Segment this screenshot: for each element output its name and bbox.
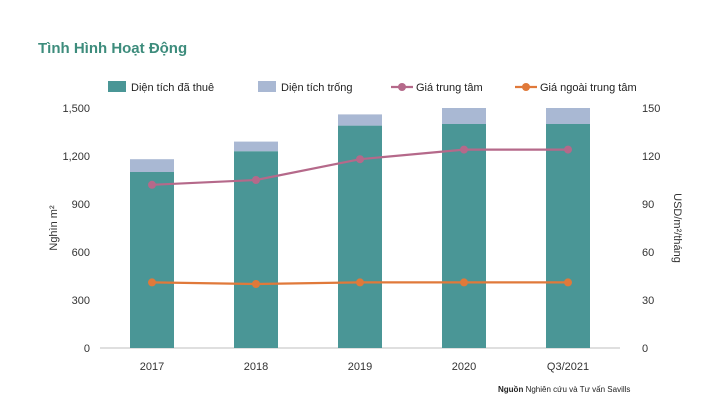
legend-label: Diện tích trống bbox=[281, 82, 353, 94]
bar-vacant-area bbox=[546, 108, 590, 124]
source-label: Nguồn bbox=[498, 385, 524, 394]
y-left-tick-label: 300 bbox=[72, 295, 90, 307]
x-tick-label: 2019 bbox=[348, 361, 372, 373]
point-non-cbd-price bbox=[564, 278, 572, 287]
y-right-tick-label: 90 bbox=[642, 199, 654, 211]
y-left-tick-label: 900 bbox=[72, 199, 90, 211]
y-right-tick-label: 30 bbox=[642, 295, 654, 307]
y-left-tick-label: 1,200 bbox=[62, 151, 90, 163]
y-right-tick-label: 120 bbox=[642, 151, 660, 163]
point-cbd-price bbox=[356, 155, 364, 164]
x-tick-label: Q3/2021 bbox=[547, 361, 589, 373]
legend-label: Diện tích đã thuê bbox=[131, 82, 214, 94]
point-non-cbd-price bbox=[252, 280, 260, 288]
x-tick-label: 2017 bbox=[140, 361, 164, 373]
chart-title: Tình Hình Hoạt Động bbox=[38, 40, 188, 57]
bar-leased-area bbox=[546, 124, 590, 348]
x-tick-label: 2020 bbox=[452, 361, 476, 373]
source-note: Nguồn Nghiên cứu và Tư vấn Savills bbox=[498, 385, 630, 394]
y-left-tick-label: 600 bbox=[72, 247, 90, 259]
legend-marker bbox=[398, 83, 406, 91]
y-left-tick-label: 1,500 bbox=[62, 103, 90, 115]
bar-leased-area bbox=[442, 124, 486, 348]
legend-label: Giá trung tâm bbox=[416, 82, 483, 94]
y-left-tick-label: 0 bbox=[84, 343, 90, 355]
legend-marker bbox=[522, 83, 530, 91]
legend-swatch bbox=[108, 81, 126, 92]
bar-leased-area bbox=[130, 172, 174, 348]
point-non-cbd-price bbox=[148, 278, 156, 287]
point-non-cbd-price bbox=[356, 278, 364, 287]
legend-swatch bbox=[258, 81, 276, 92]
point-cbd-price bbox=[564, 145, 572, 154]
source-text: Nghiên cứu và Tư vấn Savills bbox=[525, 385, 631, 394]
x-tick-label: 2018 bbox=[244, 361, 268, 373]
y-right-tick-label: 60 bbox=[642, 247, 654, 259]
point-cbd-price bbox=[148, 180, 156, 189]
y-right-tick-label: 150 bbox=[642, 103, 660, 115]
point-cbd-price bbox=[252, 176, 260, 184]
point-cbd-price bbox=[460, 145, 468, 154]
point-non-cbd-price bbox=[460, 278, 468, 287]
bar-vacant-area bbox=[442, 108, 486, 124]
bar-vacant-area bbox=[234, 141, 278, 152]
bar-vacant-area bbox=[338, 114, 382, 126]
legend-label: Giá ngoài trung tâm bbox=[540, 82, 637, 94]
y-left-axis-title: Nghìn m² bbox=[48, 205, 60, 251]
y-right-axis-title: USD/m²/tháng bbox=[671, 193, 683, 263]
y-right-tick-label: 0 bbox=[642, 343, 648, 355]
bar-vacant-area bbox=[130, 159, 174, 172]
